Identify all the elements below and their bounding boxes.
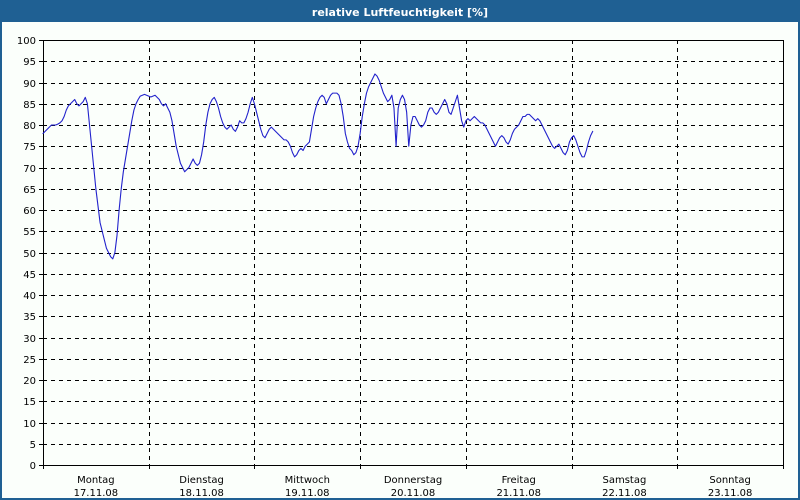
humidity-series-line (42, 73, 594, 260)
x-tick-label-date: 21.11.08 (496, 488, 541, 498)
line-chart: Montag 17.11.08 Dienstag 18.11.08 Mittwoch 19… (17, 36, 784, 498)
y-tick-label: 10 (23, 419, 36, 430)
x-tick-label-weekday: Dienstag (179, 475, 224, 486)
y-tick-label: 0 (30, 461, 36, 472)
y-tick-label: 55 (23, 227, 36, 238)
window-title-bar: relative Luftfeuchtigkeit [%] (2, 2, 798, 22)
x-tick-label-weekday: Samstag (603, 475, 647, 486)
x-tick-label-weekday: Sonntag (709, 475, 751, 486)
x-tick-label-weekday: Montag (77, 475, 114, 486)
y-tick-label: 65 (23, 185, 36, 196)
y-tick-label: 75 (23, 142, 36, 153)
x-tick-label-weekday: Freitag (502, 475, 536, 486)
y-tick-label: 60 (23, 206, 36, 217)
x-tick-label-date: 17.11.08 (74, 488, 119, 498)
y-tick-label: 35 (23, 312, 36, 323)
y-tick-label: 40 (23, 291, 36, 302)
y-tick-label: 100 (17, 36, 36, 47)
grid-lines (43, 40, 783, 465)
x-tick-label-weekday: Mittwoch (285, 475, 330, 486)
x-tick-label-date: 22.11.08 (602, 488, 647, 498)
y-tick-label: 45 (23, 270, 36, 281)
y-tick-label: 30 (23, 334, 36, 345)
y-tick-label: 5 (30, 440, 36, 451)
y-tick-label: 20 (23, 376, 36, 387)
y-axis-ticks (39, 40, 43, 466)
page-title: relative Luftfeuchtigkeit [%] (311, 5, 489, 19)
axis-frame (43, 40, 784, 466)
x-tick-label-weekday: Donnerstag (384, 475, 442, 486)
y-tick-label: 90 (23, 79, 36, 90)
x-tick-label-date: 20.11.08 (391, 488, 436, 498)
y-tick-label: 70 (23, 164, 36, 175)
x-axis-labels: Montag 17.11.08 Dienstag 18.11.08 Mittwoch 19… (74, 475, 753, 498)
x-tick-label-date: 19.11.08 (285, 488, 330, 498)
y-tick-label: 50 (23, 249, 36, 260)
y-tick-label: 80 (23, 121, 36, 132)
y-tick-label: 25 (23, 355, 36, 366)
y-tick-label: 85 (23, 100, 36, 111)
y-tick-label: 95 (23, 57, 36, 68)
x-tick-label-date: 18.11.08 (179, 488, 224, 498)
chart-plot-area: Montag 17.11.08 Dienstag 18.11.08 Mittwoch 19… (2, 22, 798, 498)
y-tick-label: 15 (23, 397, 36, 408)
x-tick-label-date: 23.11.08 (708, 488, 753, 498)
y-axis-labels: 0 5 10 15 20 25 30 35 40 45 50 55 60 65 70 75 80 85 90 95 10… (17, 36, 36, 472)
